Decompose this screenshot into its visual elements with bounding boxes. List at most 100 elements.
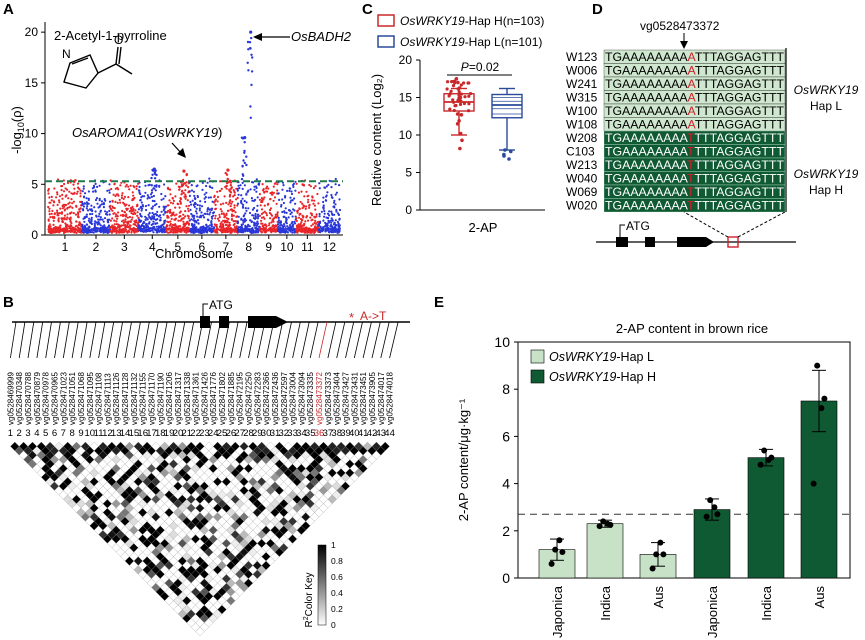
sample-id: W208 (566, 131, 598, 145)
manhattan-point (153, 204, 157, 207)
snp-leader (133, 321, 141, 359)
manhattan-point (187, 210, 190, 213)
manhattan-point (297, 228, 300, 231)
manhattan-point (240, 217, 243, 220)
manhattan-peak-point (154, 184, 158, 188)
manhattan-point (69, 216, 72, 219)
manhattan-point (292, 223, 295, 226)
manhattan-point (294, 189, 297, 192)
manhattan-point (98, 184, 101, 187)
manhattan-peak-point (241, 165, 244, 168)
manhattan-point (326, 217, 329, 220)
snp-label: vg0528471051 (68, 372, 77, 425)
manhattan-point (288, 226, 291, 229)
manhattan-point (104, 210, 107, 213)
manhattan-peak-top (243, 136, 247, 140)
manhattan-point (194, 210, 198, 213)
manhattan-point (236, 196, 239, 200)
manhattan-point (282, 215, 285, 218)
snp-label: vg0528471132 (130, 372, 139, 425)
zoom-line-left (683, 211, 729, 238)
snp-label: vg0528470978 (42, 372, 51, 425)
manhattan-point (258, 214, 261, 217)
manhattan-point (243, 214, 246, 217)
manhattan-point (281, 188, 284, 191)
manhattan-point (258, 198, 261, 201)
manhattan-peak-point (224, 185, 227, 189)
manhattan-point (164, 210, 167, 213)
sequence-text: TGAAAAAAAA TTTTAGGAGTTT (605, 158, 785, 172)
manhattan-point (97, 215, 100, 218)
manhattan-point (151, 205, 155, 208)
snp-label: vg0528472597 (280, 372, 289, 425)
snp-label: vg0528472283 (253, 372, 262, 425)
manhattan-point (232, 220, 235, 223)
manhattan-point (267, 224, 271, 227)
manhattan-point (213, 226, 216, 230)
pyrroline-structure-icon (63, 46, 133, 89)
manhattan-point (201, 214, 205, 217)
manhattan-point (162, 226, 165, 229)
manhattan-point (180, 218, 183, 221)
manhattan-point (108, 209, 111, 213)
manhattan-point (53, 216, 56, 219)
data-point (810, 480, 817, 487)
manhattan-peak-point (226, 177, 229, 181)
box-jitter-point (451, 98, 455, 102)
manhattan-point (104, 226, 107, 229)
manhattan-point (317, 224, 320, 227)
snp-label: vg0528471190 (156, 372, 165, 425)
manhattan-point (182, 228, 185, 231)
snp-leader (318, 321, 328, 359)
aroma1-arrowhead-icon (177, 148, 186, 158)
manhattan-point (331, 219, 334, 222)
manhattan-point (287, 228, 290, 231)
manhattan-point (237, 184, 240, 187)
manhattan-point (77, 229, 80, 232)
snp-leader (309, 321, 319, 359)
manhattan-peak-point (240, 177, 244, 181)
atom-n-label: N (62, 47, 71, 61)
manhattan-point (330, 221, 333, 224)
snp-leader (62, 321, 70, 359)
manhattan-point (131, 205, 134, 208)
manhattan-peak-point (250, 53, 253, 56)
manhattan-point (233, 206, 236, 209)
manhattan-point (175, 213, 178, 216)
manhattan-point (296, 211, 299, 214)
manhattan-point (164, 205, 167, 208)
manhattan-point (93, 222, 96, 225)
manhattan-point (129, 227, 132, 230)
manhattan-point (239, 184, 242, 187)
manhattan-point (232, 214, 235, 217)
manhattan-point (244, 207, 247, 210)
manhattan-point (211, 186, 214, 189)
manhattan-point (108, 213, 111, 216)
manhattan-point (66, 188, 69, 191)
manhattan-point (265, 212, 268, 215)
snp-label: vg0528471108 (95, 372, 104, 425)
color-key-tick-label: 0.8 (331, 556, 343, 566)
manhattan-point (273, 196, 277, 199)
manhattan-point (182, 217, 185, 220)
manhattan-point (116, 201, 119, 204)
sample-id: C103 (566, 145, 595, 159)
manhattan-point (222, 202, 225, 205)
manhattan-point (253, 231, 256, 234)
manhattan-point (134, 209, 137, 212)
manhattan-x-tick-label: 9 (265, 240, 272, 254)
manhattan-point (218, 213, 221, 216)
manhattan-point (136, 214, 139, 217)
manhattan-point (56, 209, 59, 212)
manhattan-peak-point (245, 163, 248, 167)
manhattan-peak-point (243, 161, 246, 165)
manhattan-point (260, 197, 263, 200)
manhattan-point (75, 205, 78, 208)
manhattan-point (190, 203, 193, 206)
bar-y-ticks: 0 2 4 6 8 10 (494, 334, 518, 586)
gene-exon-2 (645, 237, 655, 247)
manhattan-point (244, 227, 247, 230)
manhattan-point (318, 182, 321, 185)
color-key-ticks: 0 0.2 0.4 0.6 0.8 1 (331, 540, 343, 630)
bar-chart-frame (517, 341, 851, 579)
